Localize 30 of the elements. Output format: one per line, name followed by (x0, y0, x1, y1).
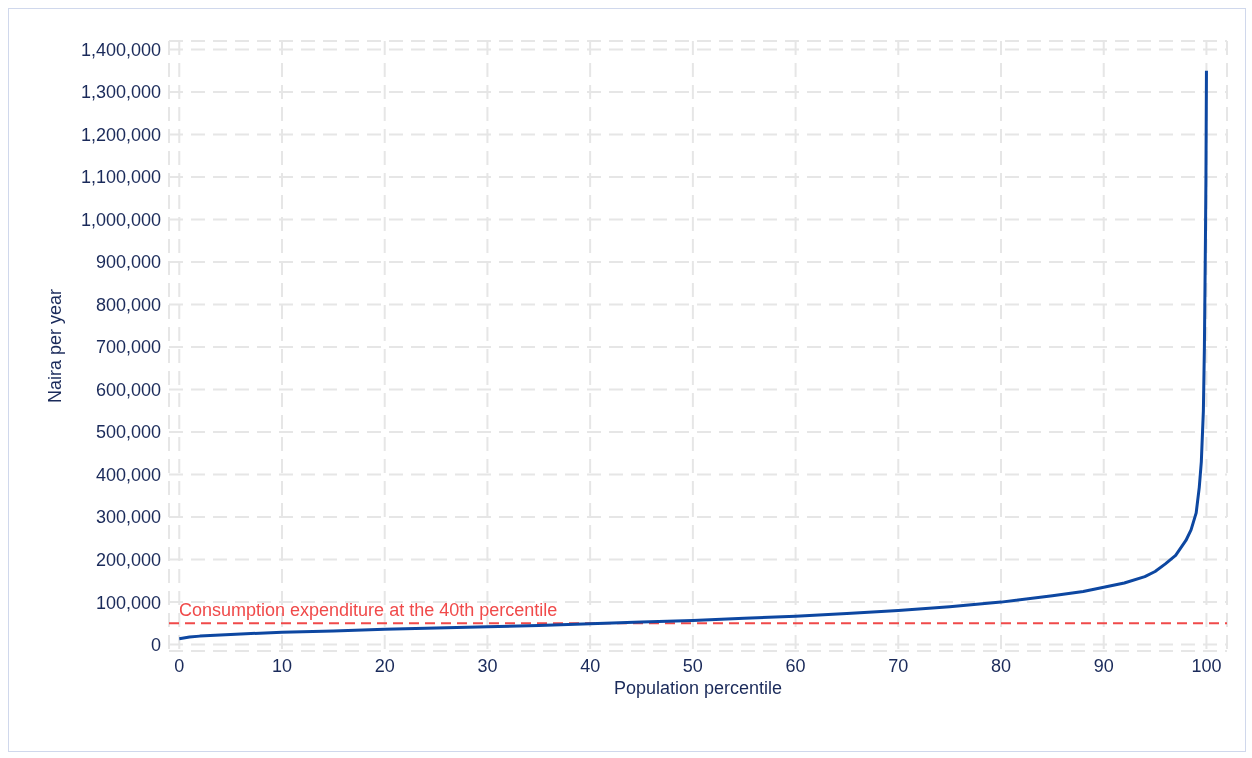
y-tick-label: 1,400,000 (80, 39, 161, 60)
y-tick-label: 400,000 (95, 464, 161, 485)
x-tick-label: 100 (1191, 655, 1222, 676)
y-tick-label: 1,300,000 (80, 82, 161, 103)
y-tick-label: 100,000 (95, 592, 161, 613)
y-tick-label: 1,000,000 (80, 209, 161, 230)
x-tick-label: 30 (477, 655, 498, 676)
y-tick-label: 1,100,000 (80, 167, 161, 188)
x-tick-label: 0 (174, 655, 185, 676)
x-tick-label: 40 (580, 655, 601, 676)
y-tick-label: 500,000 (95, 422, 161, 443)
x-tick-label: 10 (271, 655, 293, 676)
y-tick-label: 800,000 (95, 294, 161, 315)
y-tick-label: 1,200,000 (80, 124, 161, 145)
x-tick-label: 50 (682, 655, 703, 676)
y-tick-label: 300,000 (95, 507, 161, 528)
x-tick-label: 70 (888, 655, 909, 676)
y-axis-title: Naira per year (45, 288, 66, 404)
y-tick-label: 0 (150, 635, 161, 656)
x-tick-label: 60 (785, 655, 806, 676)
y-tick-label: 700,000 (95, 337, 161, 358)
y-tick-label: 200,000 (95, 550, 161, 570)
line-series (177, 69, 1208, 641)
x-axis-title: Population percentile (613, 677, 783, 698)
y-tick-label: 600,000 (95, 379, 161, 400)
x-tick-label: 90 (1093, 655, 1114, 676)
x-tick-label: 20 (374, 655, 395, 676)
y-tick-label: 900,000 (95, 252, 161, 273)
ref-line-label: Consumption expenditure at the 40th percentile (179, 600, 558, 621)
x-tick-label: 80 (991, 655, 1012, 676)
